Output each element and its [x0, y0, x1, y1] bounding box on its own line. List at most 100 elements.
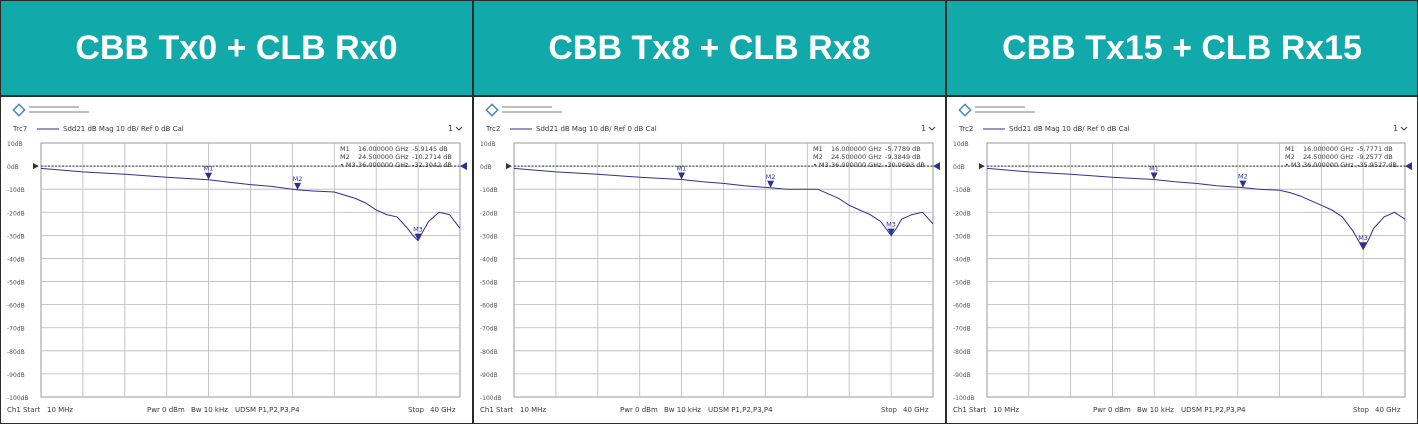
chevron-down-icon	[928, 126, 936, 131]
y-tick-label: -60dB	[953, 303, 971, 310]
marker-readout-freq: 24.500000 GHz	[831, 153, 882, 161]
trace-param: Sdd21 dB Mag 10 dB/ Ref 0 dB Cal	[536, 125, 657, 133]
y-tick-label: -70dB	[953, 326, 971, 333]
marker-readout-name: M2	[340, 153, 350, 161]
y-tick-label: 0dB	[480, 164, 492, 171]
y-tick-label: -40dB	[7, 256, 25, 263]
status-power: Pwr 0 dBm	[147, 406, 185, 414]
marker-readout-freq: 24.500000 GHz	[1303, 153, 1354, 161]
marker-readout-freq: 36.000000 GHz	[831, 161, 882, 169]
status-stop-value: 40 GHz	[430, 406, 456, 414]
marker-readout-name: M2	[813, 153, 823, 161]
marker-readout-freq: 16.000000 GHz	[1303, 145, 1354, 153]
y-tick-label: -50dB	[480, 280, 498, 287]
marker-triangle-icon	[205, 172, 213, 180]
status-bandwidth: Bw 10 kHz	[664, 406, 701, 414]
status-start-label: Start	[969, 406, 986, 414]
sdd21-trace	[513, 167, 934, 237]
status-stop-value: 40 GHz	[903, 406, 929, 414]
trace-param: Sdd21 dB Mag 10 dB/ Ref 0 dB Cal	[1009, 125, 1130, 133]
panel-2: CBB Tx15 + CLB Rx15 Trc2 Sdd21 dB Mag 10 …	[946, 0, 1418, 424]
status-bandwidth: Bw 10 kHz	[191, 406, 228, 414]
status-channel: Ch1	[480, 406, 494, 414]
marker-readout-value: -5.9145 dB	[412, 145, 448, 153]
y-tick-label: -50dB	[7, 280, 25, 287]
marker-label: M2	[766, 173, 776, 181]
reference-arrow-icon	[1405, 162, 1412, 171]
status-bandwidth: Bw 10 kHz	[1137, 406, 1174, 414]
instrument-logo-icon	[485, 103, 499, 117]
marker-triangle-icon	[294, 182, 302, 190]
chevron-down-icon	[1400, 126, 1408, 131]
sdd21-trace	[986, 167, 1406, 251]
marker-triangle-icon	[1150, 172, 1158, 180]
marker-readout-freq: 36.000000 GHz	[1303, 161, 1354, 169]
y-tick-label: 0dB	[7, 164, 19, 171]
y-tick-label: -70dB	[7, 326, 25, 333]
marker-label: M3	[413, 226, 423, 234]
trace-label: Trc7	[12, 125, 27, 133]
marker-readout-value: -30.0693 dB	[885, 161, 925, 169]
y-tick-label: -10dB	[7, 187, 25, 194]
instrument-logo-icon	[958, 103, 972, 117]
panel-0: CBB Tx0 + CLB Rx0 Trc7 Sdd21 dB Mag 10 dB…	[0, 0, 473, 424]
channel-marker: 1	[921, 124, 926, 133]
y-tick-label: -10dB	[953, 187, 971, 194]
marker-readout-value: -9.3849 dB	[885, 153, 921, 161]
instrument-logo-icon	[12, 103, 26, 117]
status-start-value: 10 MHz	[993, 406, 1019, 414]
marker-triangle-icon	[887, 228, 895, 236]
status-ports: UDSM P1,P2,P3,P4	[235, 406, 300, 414]
marker-readout-value: -35.9527 dB	[1357, 161, 1397, 169]
y-tick-label: 10dB	[953, 141, 969, 148]
reference-level-icon	[979, 163, 985, 170]
vna-screen: Trc2 Sdd21 dB Mag 10 dB/ Ref 0 dB Cal 1 10d…	[480, 103, 940, 414]
status-start-value: 10 MHz	[47, 406, 73, 414]
chevron-down-icon	[455, 126, 463, 131]
marker-triangle-icon	[1359, 242, 1367, 250]
panel-banner: CBB Tx0 + CLB Rx0	[1, 1, 472, 97]
y-tick-label: -30dB	[953, 233, 971, 240]
marker-readout-freq: 36.000000 GHz	[358, 161, 409, 169]
y-tick-label: -30dB	[480, 233, 498, 240]
status-power: Pwr 0 dBm	[1093, 406, 1131, 414]
marker-label: M2	[293, 175, 303, 183]
y-tick-label: 10dB	[480, 141, 496, 148]
y-tick-label: 10dB	[7, 141, 23, 148]
y-tick-label: -10dB	[480, 187, 498, 194]
trace-param: Sdd21 dB Mag 10 dB/ Ref 0 dB Cal	[63, 125, 184, 133]
vna-screen: Trc2 Sdd21 dB Mag 10 dB/ Ref 0 dB Cal 1 10d…	[953, 103, 1412, 414]
panel-title: CBB Tx0 + CLB Rx0	[75, 28, 398, 67]
status-start-label: Start	[23, 406, 40, 414]
y-tick-label: -80dB	[7, 349, 25, 356]
marker-label: M2	[1238, 173, 1248, 181]
y-tick-label: -70dB	[480, 326, 498, 333]
marker-label: M1	[677, 164, 687, 172]
y-tick-label: -20dB	[953, 210, 971, 217]
marker-readout-freq: 16.000000 GHz	[831, 145, 882, 153]
channel-marker: 1	[1393, 124, 1398, 133]
status-ports: UDSM P1,P2,P3,P4	[708, 406, 773, 414]
sdd21-trace	[40, 167, 461, 242]
status-stop-value: 40 GHz	[1375, 406, 1401, 414]
marker-readout-value: -5.7771 dB	[1357, 145, 1393, 153]
marker-readout-name: • M3	[813, 161, 829, 169]
y-tick-label: -80dB	[480, 349, 498, 356]
y-tick-label: -100dB	[953, 395, 975, 402]
marker-readout-name: • M3	[340, 161, 356, 169]
channel-marker: 1	[448, 124, 453, 133]
status-start-value: 10 MHz	[520, 406, 546, 414]
marker-triangle-icon	[1239, 180, 1247, 188]
panel-banner: CBB Tx8 + CLB Rx8	[474, 1, 945, 97]
marker-readout-value: -9.2577 dB	[1357, 153, 1393, 161]
marker-readout-value: -10.2714 dB	[412, 153, 452, 161]
y-tick-label: -100dB	[7, 395, 29, 402]
y-tick-label: -40dB	[480, 256, 498, 263]
marker-label: M3	[1358, 234, 1368, 242]
y-tick-label: 0dB	[953, 164, 965, 171]
marker-readout-value: -32.3042 dB	[412, 161, 452, 169]
marker-readout-name: M1	[813, 145, 823, 153]
status-ports: UDSM P1,P2,P3,P4	[1181, 406, 1246, 414]
panel-title: CBB Tx8 + CLB Rx8	[548, 28, 871, 67]
